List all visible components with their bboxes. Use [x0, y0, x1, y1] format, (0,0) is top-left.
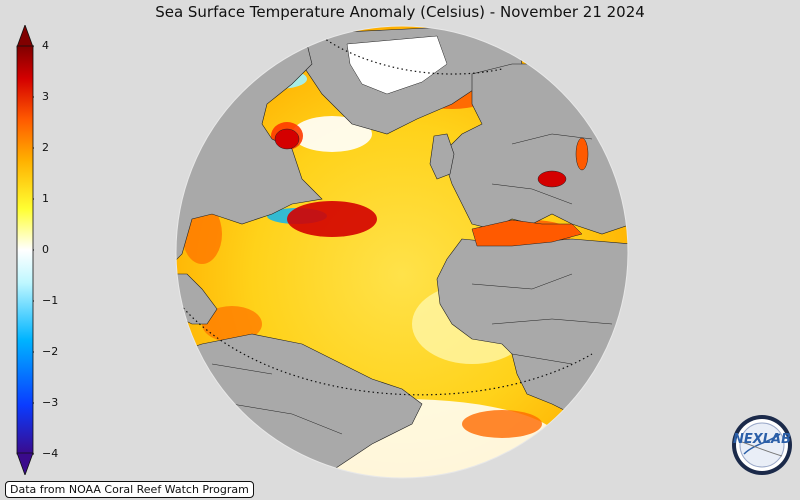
hot-patch-caribbean	[202, 306, 262, 342]
colorbar-tick-label: −4	[42, 447, 59, 460]
globe-outline	[175, 25, 629, 479]
globe-map	[175, 25, 629, 479]
country-borders	[211, 133, 613, 435]
land-hudson-bay-sea	[274, 128, 300, 150]
data-credit: Data from NOAA Coral Reef Watch Program	[5, 481, 254, 498]
colorbar-max-arrow	[16, 25, 34, 48]
land-black-sea	[537, 170, 567, 188]
colorbar-tick-label: 0	[42, 243, 49, 256]
land-caspian-sea	[575, 137, 589, 171]
colorbar-tick-label: 1	[42, 192, 49, 205]
colorbar-min-arrow	[16, 452, 34, 475]
land-mediterranean	[471, 219, 583, 247]
colorbar-tick-label: 3	[42, 90, 49, 103]
colorbar	[16, 25, 34, 475]
land-arctic-white	[346, 35, 448, 95]
map-title: Sea Surface Temperature Anomaly (Celsius…	[155, 3, 645, 21]
colorbar-tick-label: 4	[42, 39, 49, 52]
nexlab-logo: NEXLAB	[730, 414, 794, 476]
hot-patch-gulfstream	[287, 201, 377, 237]
colorbar-gradient	[16, 45, 34, 455]
cool-patch-labrador	[292, 116, 372, 152]
colorbar-tick-label: −1	[42, 294, 59, 307]
logo-lettering: NEXLAB	[732, 432, 792, 447]
colorbar-tick-label: 2	[42, 141, 49, 154]
land-uk	[429, 133, 455, 180]
colorbar-tick-label: −2	[42, 345, 59, 358]
colorbar-tick-label: −3	[42, 396, 59, 409]
hot-patch-south-atlantic	[462, 410, 542, 438]
